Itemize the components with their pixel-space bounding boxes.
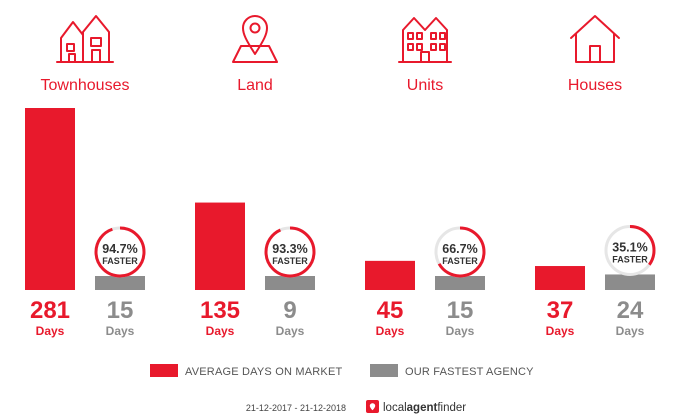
- land-pin-icon: [232, 15, 278, 63]
- bar-fastest-agency: [605, 274, 655, 290]
- legend: AVERAGE DAYS ON MARKET OUR FASTEST AGENC…: [150, 364, 534, 378]
- unit-label-agency: Days: [616, 324, 645, 338]
- value-fastest-agency: 15: [107, 297, 134, 324]
- value-average-days: 281: [30, 297, 70, 324]
- bar-fastest-agency: [95, 276, 145, 290]
- value-average-days: 45: [377, 297, 404, 324]
- percent-ring-arc: [264, 226, 316, 278]
- legend-label-agency: OUR FASTEST AGENCY: [405, 366, 534, 378]
- category-label: Units: [407, 77, 443, 94]
- faster-label: FASTER: [442, 256, 478, 266]
- date-range: 21-12-2017 - 21-12-2018: [246, 403, 346, 413]
- house-icon: [570, 15, 620, 63]
- legend-swatch-agency: [370, 364, 398, 377]
- bar-average-days: [195, 202, 245, 290]
- bar-average-days: [535, 266, 585, 290]
- unit-label-average: Days: [36, 324, 65, 338]
- percent-faster-value: 66.7%: [442, 242, 477, 256]
- townhouse-icon: [56, 15, 114, 63]
- percent-faster-badge: 66.7%FASTER: [434, 226, 486, 278]
- value-fastest-agency: 24: [617, 297, 644, 324]
- value-fastest-agency: 9: [283, 297, 296, 324]
- bar-average-days: [25, 108, 75, 290]
- unit-label-average: Days: [376, 324, 405, 338]
- unit-label-agency: Days: [276, 324, 305, 338]
- percent-ring-arc: [94, 226, 146, 278]
- unit-label-agency: Days: [106, 324, 135, 338]
- unit-label-average: Days: [546, 324, 575, 338]
- percent-faster-badge: 93.3%FASTER: [264, 226, 316, 278]
- value-average-days: 135: [200, 297, 240, 324]
- faster-label: FASTER: [612, 254, 648, 264]
- footer: 21-12-2017 - 21-12-2018 localagentfinder: [246, 400, 466, 414]
- category-label: Townhouses: [41, 77, 130, 94]
- legend-swatch-average: [150, 364, 178, 377]
- percent-faster-value: 35.1%: [612, 240, 647, 254]
- percent-ring-arc: [434, 226, 486, 278]
- brand-logo: localagentfinder: [366, 400, 466, 414]
- category-label: Land: [237, 77, 273, 94]
- legend-label-average: AVERAGE DAYS ON MARKET: [185, 366, 342, 378]
- bar-fastest-agency: [265, 276, 315, 290]
- faster-label: FASTER: [102, 256, 138, 266]
- category-label: Houses: [568, 77, 622, 94]
- bar-fastest-agency: [435, 276, 485, 290]
- percent-faster-badge: 35.1%FASTER: [604, 224, 656, 276]
- faster-label: FASTER: [272, 256, 308, 266]
- value-fastest-agency: 15: [447, 297, 474, 324]
- unit-label-agency: Days: [446, 324, 475, 338]
- percent-faster-badge: 94.7%FASTER: [94, 226, 146, 278]
- unit-label-average: Days: [206, 324, 235, 338]
- brand-name: localagentfinder: [383, 402, 466, 414]
- percent-faster-value: 94.7%: [102, 242, 137, 256]
- percent-faster-value: 93.3%: [272, 242, 307, 256]
- percent-ring-arc: [604, 224, 656, 276]
- value-average-days: 37: [547, 297, 574, 324]
- units-icon: [398, 17, 452, 63]
- bar-average-days: [365, 260, 415, 290]
